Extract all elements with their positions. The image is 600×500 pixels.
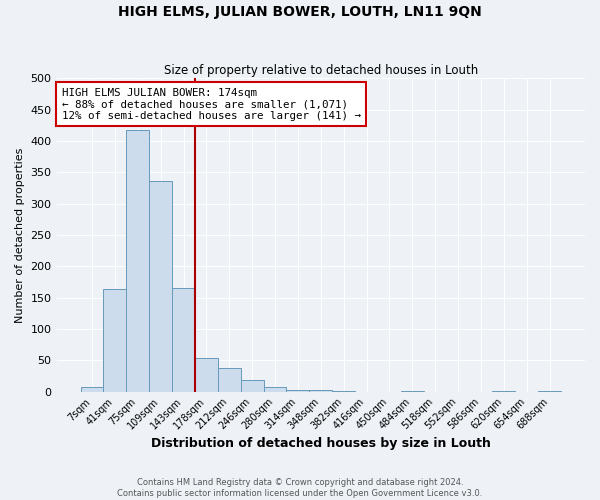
Text: Contains HM Land Registry data © Crown copyright and database right 2024.
Contai: Contains HM Land Registry data © Crown c… (118, 478, 482, 498)
Text: HIGH ELMS, JULIAN BOWER, LOUTH, LN11 9QN: HIGH ELMS, JULIAN BOWER, LOUTH, LN11 9QN (118, 5, 482, 19)
Bar (263, 387, 286, 392)
X-axis label: Distribution of detached houses by size in Louth: Distribution of detached houses by size … (151, 437, 491, 450)
Bar (310, 390, 332, 392)
Bar (286, 390, 310, 392)
Y-axis label: Number of detached properties: Number of detached properties (15, 147, 25, 322)
Bar (80, 386, 103, 392)
Bar (195, 358, 218, 392)
Bar (401, 391, 424, 392)
Bar (241, 380, 263, 392)
Text: HIGH ELMS JULIAN BOWER: 174sqm
← 88% of detached houses are smaller (1,071)
12% : HIGH ELMS JULIAN BOWER: 174sqm ← 88% of … (62, 88, 361, 121)
Bar (103, 290, 127, 392)
Bar (218, 368, 241, 392)
Bar (493, 391, 515, 392)
Title: Size of property relative to detached houses in Louth: Size of property relative to detached ho… (164, 64, 478, 77)
Bar (538, 391, 561, 392)
Bar (172, 288, 195, 392)
Bar (127, 130, 149, 392)
Bar (149, 181, 172, 392)
Bar (332, 391, 355, 392)
